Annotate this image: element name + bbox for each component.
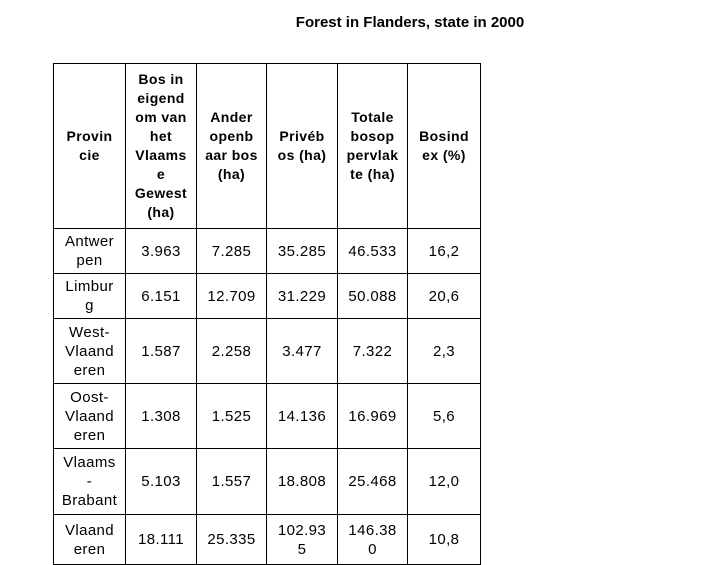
column-header-bosindex: Bosind ex (%) <box>407 63 481 229</box>
forest-statistics-table: Provin cie Bos in eigend om van het Vlaa… <box>53 63 481 565</box>
value-cell: 31.229 <box>266 273 338 319</box>
value-cell: 1.587 <box>125 318 197 384</box>
value-cell: 12,0 <box>407 448 481 515</box>
value-cell: 25.468 <box>337 448 408 515</box>
value-cell: 20,6 <box>407 273 481 319</box>
value-cell: 5,6 <box>407 383 481 449</box>
value-cell: 7.285 <box>196 228 267 274</box>
value-cell: 16.969 <box>337 383 408 449</box>
value-cell: 12.709 <box>196 273 267 319</box>
table-header-row: Provin cie Bos in eigend om van het Vlaa… <box>53 63 481 229</box>
value-cell: 46.533 <box>337 228 408 274</box>
row-west-vlaanderen: West- Vlaand eren 1.587 2.258 3.477 7.32… <box>53 318 481 384</box>
value-cell: 14.136 <box>266 383 338 449</box>
province-cell: Vlaams - Brabant <box>53 448 126 515</box>
value-cell: 2,3 <box>407 318 481 384</box>
value-cell: 3.963 <box>125 228 197 274</box>
province-cell: Limbur g <box>53 273 126 319</box>
value-cell: 5.103 <box>125 448 197 515</box>
row-limburg: Limbur g 6.151 12.709 31.229 50.088 20,6 <box>53 273 481 319</box>
column-header-totale-bosoppervlakte: Totale bosop pervlak te (ha) <box>337 63 408 229</box>
province-cell: West- Vlaand eren <box>53 318 126 384</box>
value-cell: 16,2 <box>407 228 481 274</box>
row-oost-vlaanderen: Oost- Vlaand eren 1.308 1.525 14.136 16.… <box>53 383 481 449</box>
value-cell: 6.151 <box>125 273 197 319</box>
column-header-provincie: Provin cie <box>53 63 126 229</box>
column-header-ander-openbaar-bos: Ander openb aar bos (ha) <box>196 63 267 229</box>
value-cell: 1.557 <box>196 448 267 515</box>
column-header-privebos: Privéb os (ha) <box>266 63 338 229</box>
value-cell: 2.258 <box>196 318 267 384</box>
province-cell: Oost- Vlaand eren <box>53 383 126 449</box>
value-cell: 50.088 <box>337 273 408 319</box>
value-cell: 3.477 <box>266 318 338 384</box>
province-cell: Antwer pen <box>53 228 126 274</box>
value-cell: 1.525 <box>196 383 267 449</box>
value-cell: 7.322 <box>337 318 408 384</box>
value-cell: 1.308 <box>125 383 197 449</box>
row-vlaams-brabant: Vlaams - Brabant 5.103 1.557 18.808 25.4… <box>53 448 481 515</box>
page-title: Forest in Flanders, state in 2000 <box>295 14 525 31</box>
row-antwerpen: Antwer pen 3.963 7.285 35.285 46.533 16,… <box>53 228 481 274</box>
column-header-vlaams-gewest-bos: Bos in eigend om van het Vlaams e Gewest… <box>125 63 197 229</box>
value-cell: 35.285 <box>266 228 338 274</box>
slide-background: Forest in Flanders, state in 2000 Provin… <box>53 14 525 565</box>
value-cell: 18.808 <box>266 448 338 515</box>
